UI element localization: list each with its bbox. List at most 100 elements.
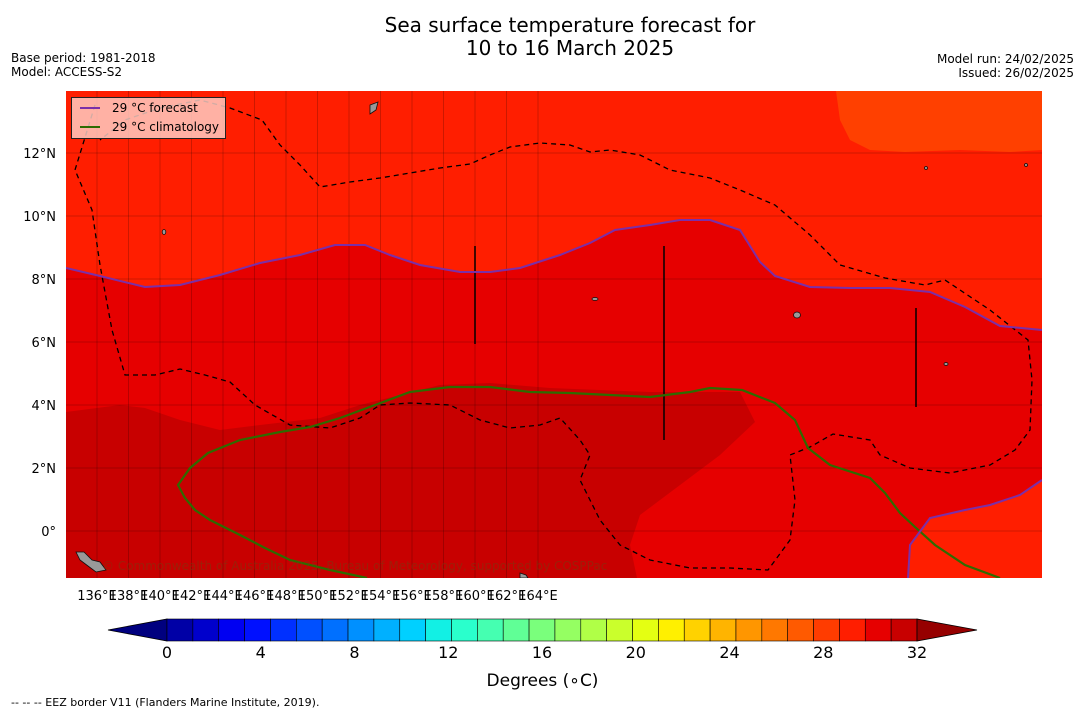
forecast-line-swatch [80,107,100,109]
colorbar-bin [606,618,633,642]
colorbar-bin [218,618,245,642]
latitude-tick-label: 10°N [23,210,56,225]
island [519,572,529,578]
longitude-tick-label: 162°E [487,589,527,604]
colorbar-bin [890,618,918,642]
colorbar-bin [580,618,607,642]
island [793,311,801,319]
latitude-tick-label: 8°N [32,273,57,288]
colorbar-bin [864,618,892,642]
colorbar: 0 4 8 12 16 20 24 28 32 [107,618,978,662]
colorbar-tick-label: 28 [813,643,833,662]
legend-label-climatology: 29 °C climatology [112,120,220,134]
colorbar-over-arrow [916,618,978,642]
longitude-tick-label: 156°E [392,589,432,604]
colorbar-bin [709,618,737,642]
colorbar-bin [528,618,556,642]
colorbar-bin [347,618,375,642]
islands [75,101,1028,578]
colorbar-tick-label: 12 [438,643,458,662]
issued-date: Issued: 26/02/2025 [958,66,1074,80]
map-axis-labels: 136°E138°E140°E142°E144°E146°E148°E150°E… [23,147,558,604]
sst-zone-28-29 [836,91,1042,152]
longitude-tick-label: 158°E [424,589,464,604]
colorbar-bin [632,618,659,642]
colorbar-bin [787,618,814,642]
colorbar-bin [373,618,401,642]
longitude-tick-label: 146°E [235,589,275,604]
colorbar-bin [296,618,323,642]
model-run-date: Model run: 24/02/2025 [936,52,1074,66]
map-title: Sea surface temperature forecast for 10 … [0,14,1085,60]
colorbar-title: Degrees (∘C) [486,671,599,691]
colorbar-bin [761,618,788,642]
title-line-1: Sea surface temperature forecast for [384,13,756,37]
colorbar-bin [192,618,220,642]
longitude-tick-label: 138°E [109,589,149,604]
island [161,229,167,235]
run-info: Model run: 24/02/2025 Issued: 26/02/2025 [937,52,1074,80]
longitude-tick-label: 140°E [140,589,180,604]
longitude-tick-label: 150°E [298,589,338,604]
colorbar-bin [399,618,426,642]
colorbar-bin [477,618,504,642]
colorbar-bin [244,618,271,642]
colorbar-bin [839,618,866,642]
colorbar-bin [166,618,194,642]
legend-label-forecast: 29 °C forecast [112,101,198,115]
colorbar-tick-label: 20 [626,643,646,662]
colorbar-bin [735,618,763,642]
latitude-tick-label: 6°N [32,336,57,351]
longitude-tick-label: 154°E [361,589,401,604]
forecast-29c-contour-east [907,479,1042,578]
longitude-tick-label: 164°E [518,589,558,604]
legend-item-forecast: 29 °C forecast [80,100,198,116]
colorbar-bin [321,618,349,642]
island [591,297,599,301]
colorbar-bin [683,618,711,642]
colorbar-bin [270,618,297,642]
colorbar-bin [658,618,685,642]
colorbar-under-arrow [107,618,168,642]
longitude-tick-label: 142°E [172,589,212,604]
colorbar-bin [451,618,478,642]
latitude-tick-label: 4°N [32,399,57,414]
legend-item-climatology: 29 °C climatology [80,119,219,135]
latitude-tick-label: 0° [41,525,56,540]
forecast-29c-contour [66,219,1042,331]
sst-zone-31-32 [66,383,755,578]
longitude-tick-label: 148°E [266,589,306,604]
colorbar-tick-label: 32 [907,643,927,662]
model-info: Base period: 1981-2018 Model: ACCESS-S2 [11,51,156,79]
island [924,166,928,170]
island [369,101,379,115]
longitude-tick-label: 152°E [329,589,369,604]
island [75,551,107,573]
island [1024,163,1028,167]
model-name: Model: ACCESS-S2 [11,65,123,79]
longitude-tick-label: 136°E [77,589,117,604]
longitude-tick-label: 160°E [455,589,495,604]
title-line-2: 10 to 16 March 2025 [465,36,675,60]
colorbar-tick-label: 16 [532,643,552,662]
colorbar-bin [554,618,582,642]
colorbar-tick-label: 24 [719,643,739,662]
island [943,362,949,366]
longitude-tick-label: 144°E [203,589,243,604]
map-legend: 29 °C forecast 29 °C climatology [71,97,226,139]
colorbar-bin [425,618,452,642]
latitude-tick-label: 2°N [32,462,57,477]
eez-border-line [74,99,1033,571]
sst-field: © Commonwealth of Australia 2025, Bureau… [66,91,1042,578]
base-period: Base period: 1981-2018 [11,51,156,65]
colorbar-tick-label: 0 [162,643,172,662]
latitude-tick-label: 12°N [23,147,56,162]
colorbar-tick-label: 8 [349,643,359,662]
colorbar-bin [502,618,530,642]
colorbar-bin [813,618,840,642]
eez-footnote: -- -- -- EEZ border V11 (Flanders Marine… [11,696,320,709]
colorbar-tick-label: 4 [256,643,266,662]
copyright-notice: © Commonwealth of Australia 2025, Bureau… [102,559,607,573]
climatology-line-swatch [80,126,100,128]
